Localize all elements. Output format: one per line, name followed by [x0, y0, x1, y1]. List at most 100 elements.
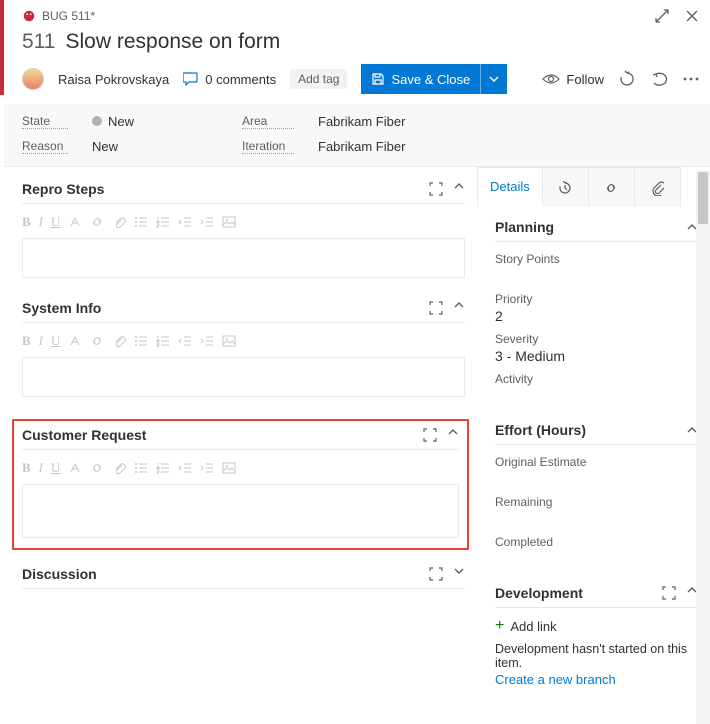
- activity-value[interactable]: [495, 388, 698, 404]
- font-icon[interactable]: [68, 461, 82, 475]
- original-estimate-value[interactable]: [495, 471, 698, 487]
- sysinfo-title: System Info: [22, 300, 101, 316]
- ul-icon[interactable]: [134, 215, 148, 229]
- fullscreen-icon[interactable]: [429, 182, 443, 196]
- attach-icon[interactable]: [112, 461, 126, 475]
- header-tag-row: BUG 511*: [4, 0, 710, 26]
- undo-icon[interactable]: [650, 70, 668, 88]
- image-icon[interactable]: [222, 215, 236, 229]
- attach-icon[interactable]: [112, 334, 126, 348]
- indent-icon[interactable]: [200, 215, 214, 229]
- work-item-tag: BUG 511*: [42, 9, 95, 23]
- link-icon: [603, 180, 619, 196]
- completed-value[interactable]: [495, 551, 698, 567]
- scrollbar-thumb[interactable]: [698, 172, 708, 224]
- link-icon[interactable]: [90, 334, 104, 348]
- outdent-icon[interactable]: [178, 461, 192, 475]
- reason-label: Reason: [22, 139, 68, 154]
- area-value[interactable]: Fabrikam Fiber: [318, 114, 405, 129]
- expand-icon[interactable]: [654, 8, 670, 24]
- link-icon[interactable]: [90, 215, 104, 229]
- comment-icon: [183, 72, 199, 86]
- chevron-up-icon[interactable]: [447, 428, 459, 436]
- follow-button[interactable]: Follow: [542, 72, 604, 87]
- plus-icon: +: [495, 618, 504, 634]
- tab-history[interactable]: [543, 167, 589, 207]
- image-icon[interactable]: [222, 461, 236, 475]
- ul-icon[interactable]: [134, 461, 148, 475]
- image-icon[interactable]: [222, 334, 236, 348]
- indent-icon[interactable]: [200, 334, 214, 348]
- custreq-editor[interactable]: [22, 484, 459, 538]
- iteration-label: Iteration: [242, 139, 294, 154]
- fullscreen-icon[interactable]: [423, 428, 437, 442]
- add-link-label: Add link: [510, 619, 556, 634]
- custreq-toolbar[interactable]: BIU: [22, 456, 459, 480]
- ol-icon[interactable]: [156, 461, 170, 475]
- development-note: Development hasn't started on this item.: [495, 642, 698, 670]
- ol-icon[interactable]: [156, 334, 170, 348]
- fullscreen-icon[interactable]: [662, 586, 676, 600]
- more-icon[interactable]: [682, 76, 700, 82]
- create-branch-link[interactable]: Create a new branch: [495, 672, 616, 687]
- severity-value[interactable]: 3 - Medium: [495, 348, 698, 364]
- comments-button[interactable]: 0 comments: [183, 72, 276, 87]
- save-close-button[interactable]: Save & Close: [361, 64, 507, 94]
- reason-value[interactable]: New: [92, 139, 118, 154]
- chevron-up-icon[interactable]: [453, 301, 465, 309]
- planning-title: Planning: [495, 219, 554, 235]
- assignee-avatar[interactable]: [22, 68, 44, 90]
- tab-links[interactable]: [589, 167, 635, 207]
- repro-title: Repro Steps: [22, 181, 104, 197]
- chevron-down-icon[interactable]: [453, 567, 465, 575]
- outdent-icon[interactable]: [178, 215, 192, 229]
- add-link-button[interactable]: + Add link: [495, 618, 698, 634]
- indent-icon[interactable]: [200, 461, 214, 475]
- link-icon[interactable]: [90, 461, 104, 475]
- chevron-up-icon[interactable]: [453, 182, 465, 190]
- left-column: Repro Steps BIU: [4, 167, 477, 705]
- ol-icon[interactable]: [156, 215, 170, 229]
- remaining-value[interactable]: [495, 511, 698, 527]
- state-dot-icon: [92, 116, 102, 126]
- content-area: Repro Steps BIU: [4, 167, 710, 705]
- priority-value[interactable]: 2: [495, 308, 698, 324]
- attachment-icon: [650, 180, 664, 196]
- iteration-value[interactable]: Fabrikam Fiber: [318, 139, 405, 154]
- font-icon[interactable]: [68, 334, 82, 348]
- refresh-icon[interactable]: [618, 70, 636, 88]
- original-estimate-label: Original Estimate: [495, 455, 698, 469]
- attach-icon[interactable]: [112, 215, 126, 229]
- right-panel: Planning Story Points Priority 2 Severit…: [477, 207, 710, 687]
- effort-section: Effort (Hours) Original Estimate Remaini…: [495, 422, 698, 567]
- state-value[interactable]: New: [92, 114, 134, 129]
- repro-toolbar[interactable]: BIU: [22, 210, 465, 234]
- activity-label: Activity: [495, 372, 698, 386]
- outdent-icon[interactable]: [178, 334, 192, 348]
- development-section: Development + Add link Development hasn'…: [495, 585, 698, 687]
- sysinfo-editor[interactable]: [22, 357, 465, 397]
- font-icon[interactable]: [68, 215, 82, 229]
- tab-attachments[interactable]: [635, 167, 681, 207]
- title-row: 511 Slow response on form: [4, 26, 710, 60]
- ul-icon[interactable]: [134, 334, 148, 348]
- severity-label: Severity: [495, 332, 698, 346]
- command-bar: Raisa Pokrovskaya 0 comments Add tag Sav…: [4, 60, 710, 104]
- tab-details[interactable]: Details: [477, 167, 543, 207]
- close-icon[interactable]: [684, 8, 700, 24]
- scrollbar-track[interactable]: [696, 170, 710, 724]
- save-dropdown[interactable]: [480, 64, 507, 94]
- state-label: State: [22, 114, 68, 129]
- follow-label: Follow: [566, 72, 604, 87]
- meta-fields: State New Area Fabrikam Fiber Reason New…: [4, 104, 710, 167]
- sysinfo-toolbar[interactable]: BIU: [22, 329, 465, 353]
- repro-editor[interactable]: [22, 238, 465, 278]
- chevron-down-icon: [489, 76, 499, 82]
- assignee-name[interactable]: Raisa Pokrovskaya: [58, 72, 169, 87]
- work-item-title[interactable]: Slow response on form: [65, 30, 280, 54]
- watch-icon: [542, 73, 560, 85]
- add-tag-button[interactable]: Add tag: [290, 69, 347, 89]
- story-points-value[interactable]: [495, 268, 698, 284]
- fullscreen-icon[interactable]: [429, 567, 443, 581]
- fullscreen-icon[interactable]: [429, 301, 443, 315]
